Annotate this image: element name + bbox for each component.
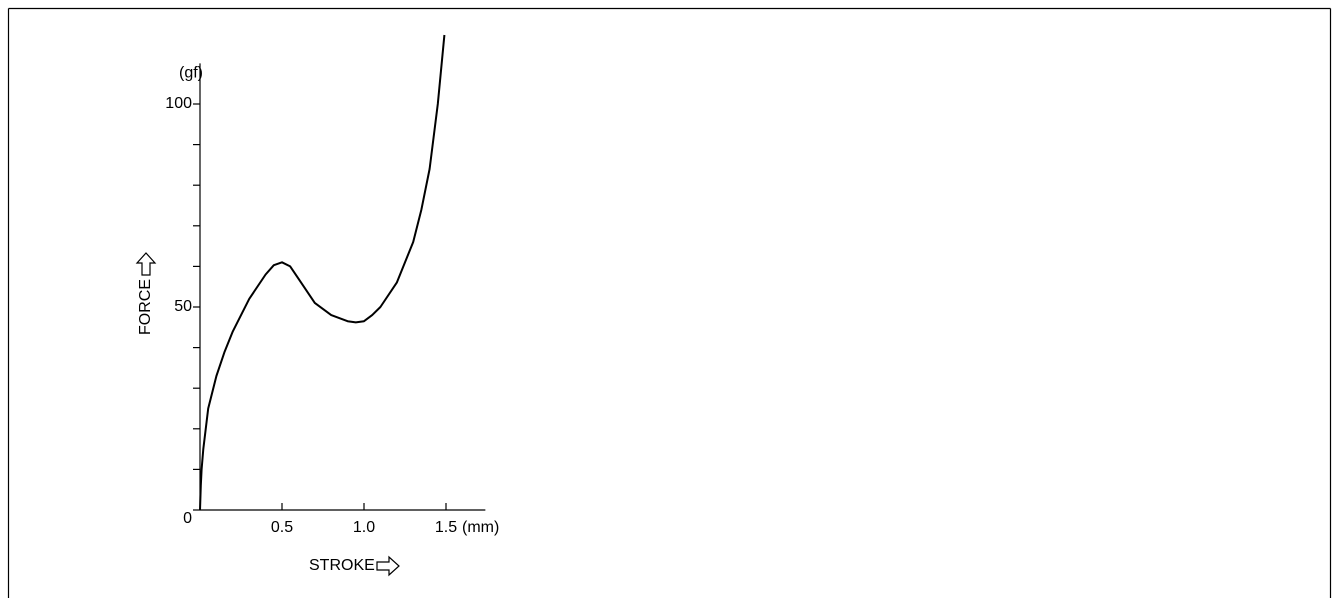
x-axis-label: STROKE [309, 557, 375, 574]
y-axis-label: FORCE [137, 279, 154, 335]
x-tick-label: 1.0 [353, 519, 375, 536]
x-tick-label: 1.5 [435, 519, 457, 536]
y-tick-label: 0 [183, 510, 192, 527]
x-unit: (mm) [462, 519, 499, 536]
x-arrow [376, 555, 400, 577]
y-tick-label: 100 [165, 95, 192, 112]
y-arrow [135, 252, 157, 276]
line [199, 34, 446, 511]
y-tick-label: 50 [174, 298, 192, 315]
y-unit: (gf) [179, 65, 203, 82]
x-tick-label: 0.5 [271, 519, 293, 536]
